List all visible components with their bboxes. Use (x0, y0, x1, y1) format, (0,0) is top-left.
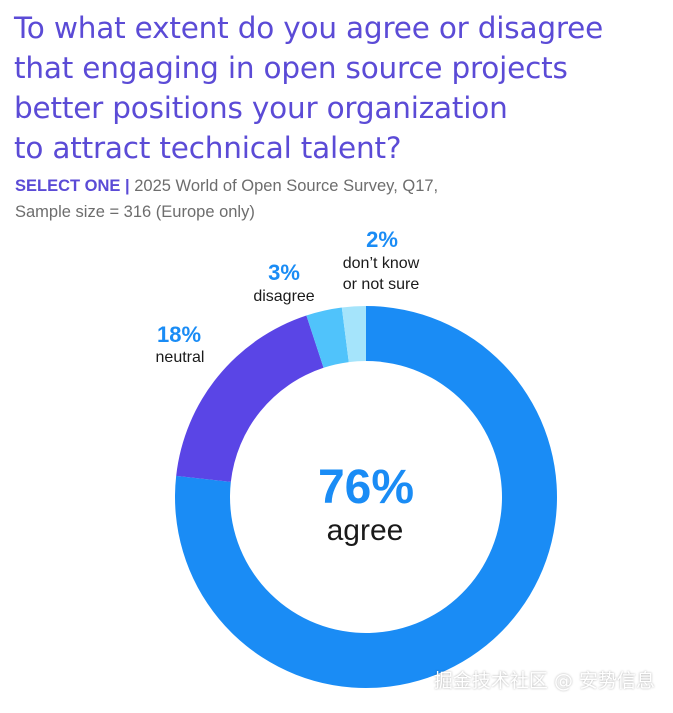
title-line-3: better positions your organization (14, 91, 508, 125)
dont-know-value-label: 2% (366, 227, 398, 252)
disagree-category-label: disagree (253, 288, 314, 305)
chart-title: To what extent do you agree or disagree … (14, 8, 664, 168)
chart-subtitle: SELECT ONE | 2025 World of Open Source S… (15, 173, 655, 225)
select-one-label: SELECT ONE (15, 177, 121, 195)
neutral-category-label: neutral (156, 349, 205, 366)
title-line-2: that engaging in open source projects (14, 51, 568, 85)
center-value: 76% (318, 461, 414, 514)
donut-slices (175, 306, 557, 689)
disagree-value-label: 3% (268, 260, 300, 285)
survey-source: 2025 World of Open Source Survey, Q17, (134, 177, 439, 195)
subtitle-separator: | (125, 177, 130, 195)
dont-know-category-label-line-1: don’t know (343, 255, 420, 272)
donut-slice-neutral (176, 315, 324, 482)
donut-slice-disagree (306, 307, 349, 368)
title-line-4: to attract technical talent? (14, 131, 402, 165)
donut-slice-dont-know (341, 306, 366, 363)
center-label: agree (327, 514, 404, 547)
title-line-1: To what extent do you agree or disagree (14, 11, 604, 45)
neutral-value-label: 18% (157, 322, 201, 347)
watermark: 掘金技术社区 @ 安势信息 (433, 670, 655, 692)
dont-know-category-label-line-2: or not sure (343, 276, 420, 293)
sample-size: Sample size = 316 (Europe only) (15, 203, 255, 221)
